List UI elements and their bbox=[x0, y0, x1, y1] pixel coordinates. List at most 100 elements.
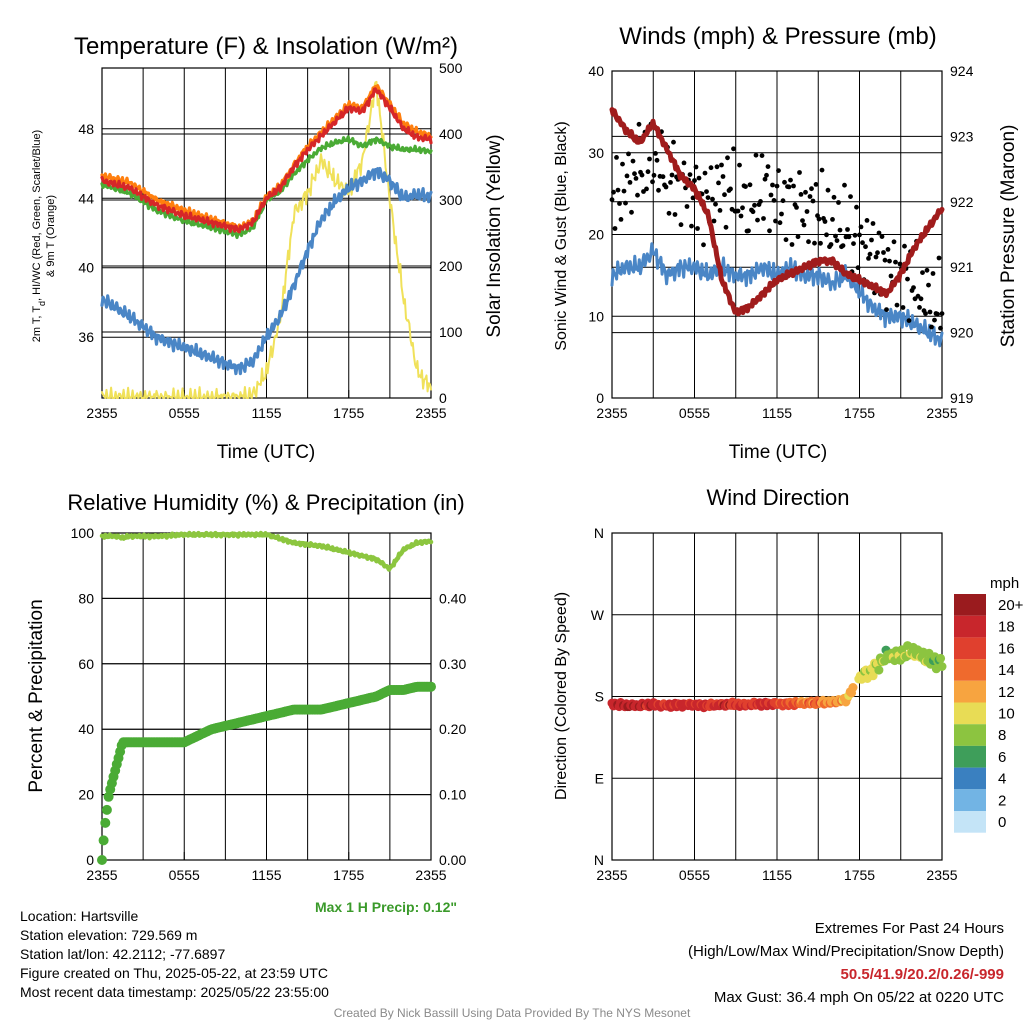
wind-gust-point bbox=[714, 164, 720, 170]
wind-gust-point bbox=[906, 318, 912, 323]
wind-gust-point bbox=[819, 167, 825, 173]
wind-gust-point bbox=[876, 230, 882, 236]
wind-gust-point bbox=[884, 307, 889, 312]
temp-ylabel-left-2: & 9m T (Orange) bbox=[45, 195, 57, 277]
wind-gust-point bbox=[857, 232, 862, 238]
wind-gust-point bbox=[692, 178, 697, 183]
wind-gust-point bbox=[938, 325, 943, 331]
wind-gust-point bbox=[684, 204, 690, 209]
legend-swatch bbox=[954, 615, 986, 638]
wind-gust-point bbox=[897, 261, 903, 267]
wind-gust-point bbox=[735, 208, 741, 214]
rh-ytick-left: 80 bbox=[78, 590, 94, 606]
wind-gust-point bbox=[818, 240, 823, 246]
wind-gust-point bbox=[678, 222, 684, 228]
legend-label: 4 bbox=[998, 771, 1006, 788]
wind-gust-point bbox=[738, 213, 744, 219]
wind-gust-point bbox=[932, 317, 937, 323]
temp-ylabel-rest: , HI/WC (Red, Green, Scarlet/Blue) bbox=[31, 130, 43, 301]
legend-label: 2 bbox=[998, 792, 1006, 809]
wind-gust-point bbox=[800, 218, 805, 224]
wind-gust-point bbox=[752, 202, 757, 208]
wind-xtick-label: 2355 bbox=[596, 405, 627, 421]
winds-pressure-chart: Winds (mph) & Pressure (mb) 0 10 20 30 40 2355… bbox=[553, 23, 1019, 463]
wind-gust-point bbox=[719, 162, 724, 168]
wind-gust-point bbox=[668, 180, 673, 185]
wind-gust-point bbox=[713, 201, 718, 207]
wind-speed-legend: mph 20+ 18 16 14 12 10 8 6 4 2 0 bbox=[954, 575, 1024, 833]
legend-title: mph bbox=[990, 575, 1019, 592]
location-text: Location: Hartsville bbox=[20, 908, 139, 924]
wind-gust-point bbox=[816, 216, 822, 222]
wind-gust-point bbox=[723, 224, 729, 230]
wind-gust-point bbox=[786, 184, 792, 190]
wind-gust-point bbox=[761, 216, 766, 221]
wind-gust-point bbox=[891, 239, 897, 245]
rh-r-ytick-right: 0.00 bbox=[439, 852, 466, 868]
wind-gust-point bbox=[924, 267, 930, 273]
wind-gust-point bbox=[758, 199, 763, 204]
temp-series-td bbox=[100, 166, 433, 376]
wind-gust-point bbox=[609, 197, 615, 203]
wind-gust-point bbox=[869, 237, 874, 243]
wind-gust-point bbox=[930, 271, 936, 276]
wind-gust-point bbox=[782, 179, 787, 185]
wind-gust-point bbox=[837, 227, 843, 233]
wind-gust-point bbox=[824, 232, 829, 238]
wind-gust-point bbox=[834, 238, 840, 244]
wind-gust-point bbox=[636, 121, 642, 127]
wind-gust-point bbox=[614, 155, 619, 160]
wind-gust-point bbox=[651, 172, 657, 178]
wind-gust-point bbox=[936, 255, 942, 261]
wind-gust-point bbox=[833, 233, 838, 239]
rh-r-ytick-right: 0.20 bbox=[439, 721, 466, 737]
wind-ylabel-left: Sonic Wind & Gust (Blue, Black) bbox=[553, 121, 570, 350]
wind-gust-point bbox=[768, 192, 774, 198]
temp-r-ytick-right: 500 bbox=[439, 60, 463, 76]
wind-gust-point bbox=[704, 189, 709, 195]
wind-gust-point bbox=[806, 239, 811, 245]
rh-r-ytick-right: 0.10 bbox=[439, 787, 466, 803]
wind-gust-point bbox=[894, 302, 900, 308]
wind-gust-point bbox=[767, 228, 772, 234]
wind-gust-point bbox=[710, 196, 715, 202]
wind-gust-point bbox=[705, 195, 711, 201]
wind-gust-point bbox=[830, 217, 835, 222]
legend-swatch bbox=[954, 659, 986, 681]
temp-xtick-label: 2355 bbox=[415, 405, 446, 421]
temperature-insolation-chart: Temperature (F) & Insolation (W/m²) 36 40 4… bbox=[31, 33, 505, 463]
wind-gust-point bbox=[626, 151, 631, 157]
wind-gust-point bbox=[777, 220, 783, 226]
legend-swatch bbox=[954, 745, 986, 768]
rh-max-precip-annotation: Max 1 H Precip: 0.12" bbox=[315, 899, 457, 915]
dir-ytick-left: N bbox=[594, 852, 604, 868]
legend-label: 6 bbox=[998, 749, 1006, 766]
wind-gust-point bbox=[852, 232, 858, 238]
rh-xtick-label: 0555 bbox=[169, 867, 200, 883]
wind-gust-point bbox=[746, 228, 751, 234]
wind-xtick-label: 1755 bbox=[844, 405, 875, 421]
temp-xtick-label: 1755 bbox=[333, 405, 364, 421]
extremes-title: Extremes For Past 24 Hours bbox=[814, 920, 1004, 937]
wind-gust-point bbox=[663, 184, 669, 190]
legend-label: 8 bbox=[998, 727, 1006, 744]
wind-gust-point bbox=[788, 177, 793, 183]
temp-r-ytick-right: 400 bbox=[439, 126, 463, 142]
wind-gust-point bbox=[708, 165, 714, 171]
dir-xtick-label: 1755 bbox=[844, 867, 875, 883]
wind-gust-point bbox=[633, 176, 639, 181]
legend-swatch bbox=[954, 724, 986, 746]
temp-xlabel: Time (UTC) bbox=[217, 442, 316, 463]
wind-gust-point bbox=[854, 204, 859, 210]
wind-ytick-left: 10 bbox=[588, 308, 604, 324]
wind-gust-point bbox=[879, 234, 885, 240]
wind-gust-point bbox=[681, 160, 687, 166]
rh-precip-point bbox=[97, 855, 107, 865]
rh-series-humidity bbox=[99, 530, 434, 572]
wind-gust-point bbox=[755, 217, 760, 223]
temp-r-ytick-right: 0 bbox=[439, 390, 447, 406]
wind-gust-point bbox=[783, 237, 789, 243]
wind-gust-point bbox=[882, 257, 888, 263]
wind-gust-point bbox=[927, 309, 933, 315]
